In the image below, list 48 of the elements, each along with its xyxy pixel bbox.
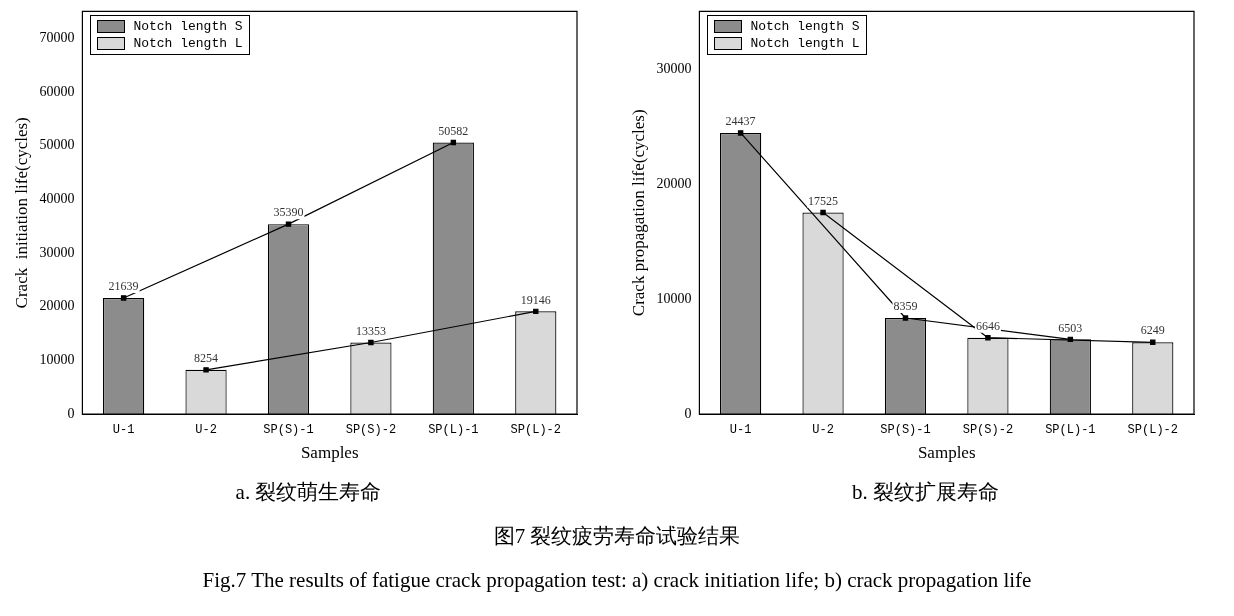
caption: Fig.7 The results of fatigue crack propagation test: a) crack initiation life; b) crack propagation life xyxy=(201,568,1033,593)
x-tick-label: SP(S)-1 xyxy=(880,422,931,437)
x-tick-label: SP(L)-2 xyxy=(510,422,561,437)
data-label: 6503 xyxy=(1058,320,1083,335)
text: b. 裂纹扩展寿命 xyxy=(851,479,1000,506)
data-label: 17525 xyxy=(808,193,839,208)
y-axis-title: Crack propagation life(cycles) xyxy=(628,109,648,317)
y-tick-label: 50000 xyxy=(39,137,75,153)
data-label: 35390 xyxy=(273,205,304,220)
legend-label: Notch length S xyxy=(750,19,860,35)
y-tick-label: 20000 xyxy=(39,298,75,314)
data-label: 8359 xyxy=(893,299,918,314)
y-tick-label: 10000 xyxy=(39,352,75,368)
y-tick-label: 0 xyxy=(67,405,75,421)
caption: 图7 裂纹疲劳寿命试验结果 xyxy=(492,523,742,550)
x-tick-label: U-2 xyxy=(812,422,834,437)
x-tick-label: SP(S)-1 xyxy=(263,422,314,437)
x-tick-label: U-1 xyxy=(112,422,135,437)
legend-label: Notch length L xyxy=(133,36,243,52)
y-tick-label: 30000 xyxy=(39,244,75,260)
data-label: 13353 xyxy=(355,323,386,338)
x-tick-label: U-2 xyxy=(195,422,217,437)
x-tick-label: SP(L)-1 xyxy=(1045,422,1096,437)
y-tick-label: 30000 xyxy=(656,60,692,76)
data-label: 6249 xyxy=(1140,323,1165,338)
y-tick-label: 70000 xyxy=(39,29,75,45)
data-label: 21639 xyxy=(108,279,139,294)
x-tick-label: SP(L)-2 xyxy=(1127,422,1178,437)
text: a. 裂纹萌生寿命 xyxy=(234,479,383,506)
data-label: 6646 xyxy=(975,318,1000,333)
y-tick-label: 40000 xyxy=(39,191,75,207)
data-label: 8254 xyxy=(194,351,219,366)
x-tick-label: SP(S)-2 xyxy=(345,422,397,437)
x-tick-label: U-1 xyxy=(729,422,752,437)
legend-label: Notch length L xyxy=(750,36,860,52)
data-label: 19146 xyxy=(520,292,551,307)
y-axis-title: Crack initiation life(cycles) xyxy=(11,117,31,309)
x-tick-label: SP(L)-1 xyxy=(428,422,479,437)
y-tick-label: 20000 xyxy=(656,175,692,191)
y-tick-label: 0 xyxy=(684,405,692,421)
x-axis-title: Samples xyxy=(917,443,976,463)
y-tick-label: 10000 xyxy=(656,290,692,306)
data-label: 24437 xyxy=(725,114,756,129)
y-tick-label: 60000 xyxy=(39,83,75,99)
x-axis-title: Samples xyxy=(300,443,359,463)
data-label: 50582 xyxy=(438,123,469,138)
x-tick-label: SP(S)-2 xyxy=(962,422,1014,437)
legend-label: Notch length S xyxy=(133,19,243,35)
